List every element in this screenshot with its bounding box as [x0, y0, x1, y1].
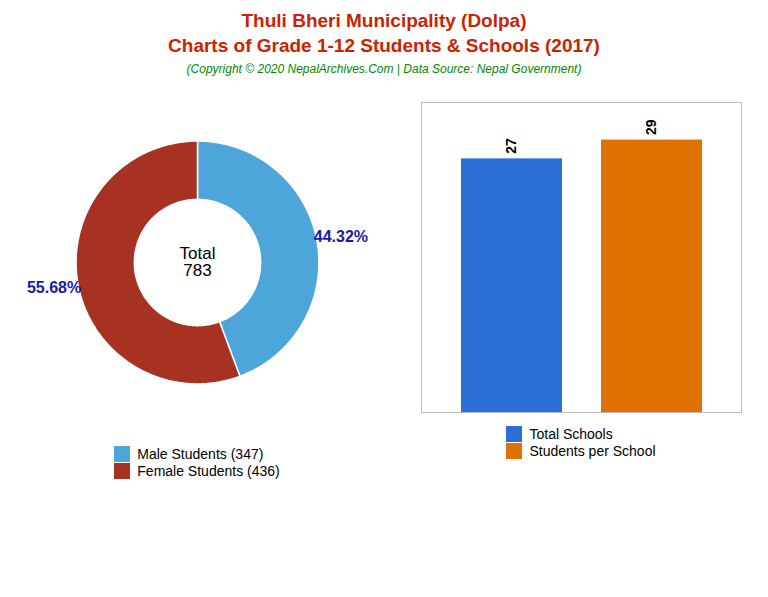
- svg-text:Total783: Total783: [180, 244, 216, 280]
- svg-text:44.32%: 44.32%: [314, 228, 368, 245]
- svg-text:27: 27: [503, 138, 519, 154]
- html-text:Thuli Bheri Municipality (Dolp: Thuli Bheri Municipality (Dolpa): [241, 10, 527, 31]
- html-text:Charts of Grade 1-12 Students: Charts of Grade 1-12 Students & Schools …: [168, 35, 600, 56]
- html-text:Total Schools: Total Schools: [529, 426, 613, 442]
- html-text:Female Students (436): Female Students (436): [137, 463, 280, 479]
- html-text:Male Students (347): Male Students (347): [137, 446, 264, 462]
- svg-text:29: 29: [643, 119, 659, 135]
- svg-text:55.68%: 55.68%: [27, 279, 81, 296]
- html-text:Students per School: Students per School: [529, 443, 656, 459]
- html-text:(Copyright © 2020 NepalArchive: (Copyright © 2020 NepalArchives.Com | Da…: [186, 62, 582, 76]
